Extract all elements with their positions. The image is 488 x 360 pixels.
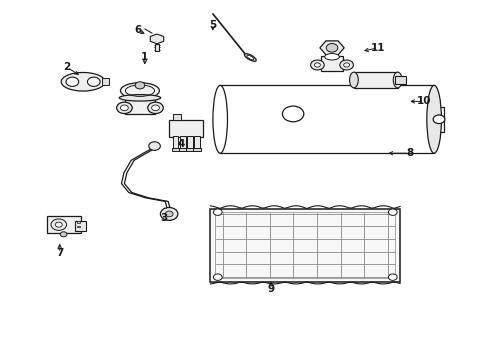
Text: 9: 9 (267, 284, 274, 294)
Ellipse shape (426, 85, 441, 153)
Text: 2: 2 (63, 63, 70, 72)
Circle shape (339, 60, 353, 70)
Text: 4: 4 (177, 139, 184, 149)
Circle shape (310, 60, 324, 70)
Text: 5: 5 (209, 19, 216, 30)
Bar (75, 221, 85, 231)
Text: 8: 8 (406, 148, 412, 158)
Bar (154, 44, 159, 51)
Text: 7: 7 (56, 248, 63, 258)
Polygon shape (319, 41, 344, 55)
Circle shape (66, 77, 79, 86)
Ellipse shape (61, 72, 105, 91)
Circle shape (213, 209, 222, 215)
Circle shape (147, 102, 163, 113)
Bar (394, 76, 405, 84)
Circle shape (343, 63, 349, 67)
Bar (180, 136, 185, 149)
Ellipse shape (119, 95, 160, 101)
Ellipse shape (324, 54, 339, 60)
Circle shape (160, 207, 178, 220)
Bar (187, 136, 193, 149)
Circle shape (282, 106, 303, 122)
Bar (220, 85, 433, 153)
Bar (431, 107, 443, 132)
Bar (172, 136, 178, 149)
Bar (46, 216, 81, 233)
Ellipse shape (246, 55, 253, 60)
Text: 10: 10 (416, 96, 431, 107)
Bar (321, 56, 342, 71)
Circle shape (60, 232, 67, 237)
Bar (193, 148, 201, 152)
Bar (353, 72, 397, 88)
Circle shape (120, 105, 128, 111)
Ellipse shape (349, 72, 358, 88)
Circle shape (314, 63, 320, 67)
Circle shape (165, 211, 173, 217)
Circle shape (55, 222, 62, 227)
Circle shape (116, 102, 132, 113)
Circle shape (387, 274, 396, 280)
Circle shape (325, 44, 337, 52)
Circle shape (51, 219, 66, 230)
Circle shape (87, 77, 100, 86)
Circle shape (151, 105, 159, 111)
Text: 11: 11 (370, 43, 385, 53)
Circle shape (432, 115, 444, 123)
Bar (77, 226, 80, 227)
Bar (194, 136, 200, 149)
Bar (169, 120, 203, 137)
Bar (172, 114, 181, 120)
Polygon shape (210, 208, 399, 282)
Ellipse shape (120, 83, 159, 99)
Bar (102, 78, 109, 85)
Polygon shape (150, 34, 163, 44)
Circle shape (387, 209, 396, 215)
Circle shape (135, 82, 144, 89)
Bar (77, 221, 80, 223)
Ellipse shape (212, 85, 227, 153)
Circle shape (213, 274, 222, 280)
Ellipse shape (244, 54, 256, 61)
Bar (125, 98, 154, 114)
Text: 6: 6 (134, 25, 141, 35)
Text: 3: 3 (161, 212, 167, 222)
Bar (171, 148, 179, 152)
Bar (186, 148, 194, 152)
Circle shape (148, 142, 160, 150)
Ellipse shape (392, 72, 401, 88)
Text: 1: 1 (141, 52, 148, 62)
Bar (179, 148, 186, 152)
